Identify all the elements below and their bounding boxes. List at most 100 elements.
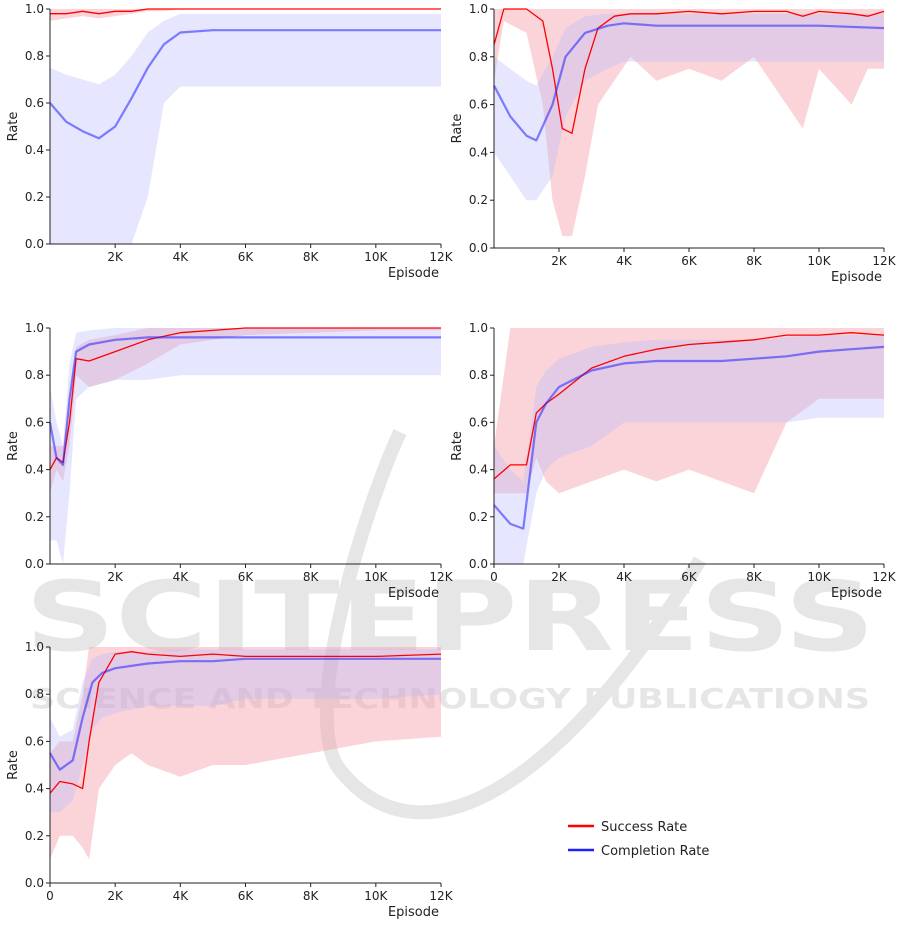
x-tick-label: 10K bbox=[364, 889, 388, 903]
x-tick-label: 10K bbox=[364, 570, 388, 584]
y-axis-label: Rate bbox=[6, 431, 21, 461]
y-tick-label: 0.8 bbox=[25, 368, 44, 382]
x-tick-label: 12K bbox=[429, 250, 453, 264]
y-tick-label: 0.6 bbox=[469, 415, 488, 429]
x-tick-label: 2K bbox=[107, 889, 124, 903]
x-axis-label: Episode bbox=[388, 905, 439, 920]
series-line-success bbox=[49, 651, 442, 794]
y-axis-label: Rate bbox=[6, 750, 21, 780]
y-tick-label: 0.6 bbox=[469, 98, 488, 112]
y-axis-label: Rate bbox=[6, 112, 21, 142]
series-band-success bbox=[494, 328, 884, 494]
series-band-completion bbox=[50, 649, 441, 813]
series-line-completion bbox=[493, 345, 885, 530]
y-tick-label: 0.6 bbox=[25, 96, 44, 110]
x-tick-label: 8K bbox=[746, 254, 763, 268]
watermark: SCITEPRESS SCIENCE AND TECHNOLOGY PUBLIC… bbox=[25, 429, 875, 820]
x-tick-label: 12K bbox=[429, 570, 453, 584]
watermark-swoosh bbox=[319, 429, 706, 820]
y-tick-label: 1.0 bbox=[25, 2, 44, 16]
y-axis-label: Rate bbox=[450, 431, 465, 461]
series-band-success bbox=[50, 9, 441, 21]
series-band-completion bbox=[50, 328, 441, 564]
y-tick-label: 0.6 bbox=[25, 415, 44, 429]
x-tick-label: 4K bbox=[173, 570, 190, 584]
legend: Success Rate Completion Rate bbox=[568, 820, 709, 859]
x-tick-label: 2K bbox=[107, 250, 124, 264]
x-tick-label: 4K bbox=[173, 250, 190, 264]
y-tick-label: 0.4 bbox=[469, 463, 488, 477]
x-tick-label: 12K bbox=[429, 889, 453, 903]
x-tick-label: 10K bbox=[807, 254, 831, 268]
y-tick-label: 0.8 bbox=[25, 687, 44, 701]
x-tick-label: 12K bbox=[872, 254, 896, 268]
x-tick-label: 0 bbox=[490, 570, 498, 584]
x-tick-label: 4K bbox=[616, 254, 633, 268]
y-tick-label: 0.0 bbox=[469, 241, 488, 255]
x-tick-label: 8K bbox=[746, 570, 763, 584]
y-tick-label: 0.8 bbox=[469, 50, 488, 64]
y-tick-label: 0.2 bbox=[25, 829, 44, 843]
chart-panel-3: 0.0 0.2 0.4 0.6 0.8 1.0 2K 4K 6K 8K 10K 12K Episode R… bbox=[6, 321, 454, 601]
x-axis-label: Episode bbox=[388, 266, 439, 281]
series-line-success bbox=[493, 8, 885, 134]
x-tick-label: 6K bbox=[681, 570, 698, 584]
y-tick-label: 0.0 bbox=[25, 237, 44, 251]
series-band-completion bbox=[494, 335, 884, 564]
y-tick-label: 0.0 bbox=[469, 557, 488, 571]
x-tick-label: 8K bbox=[303, 570, 320, 584]
y-tick-label: 0.4 bbox=[469, 145, 488, 159]
y-tick-label: 0.4 bbox=[25, 782, 44, 796]
legend-completion-label: Completion Rate bbox=[601, 844, 709, 859]
watermark-title: SCITEPRESS bbox=[25, 561, 875, 673]
x-axis-label: Episode bbox=[388, 586, 439, 601]
y-tick-label: 0.2 bbox=[25, 510, 44, 524]
x-tick-label: 8K bbox=[303, 250, 320, 264]
y-tick-label: 0.2 bbox=[25, 190, 44, 204]
y-tick-label: 0.4 bbox=[25, 143, 44, 157]
x-tick-label: 2K bbox=[107, 570, 124, 584]
y-axis-label: Rate bbox=[450, 114, 465, 144]
chart-panel-4: 0.0 0.2 0.4 0.6 0.8 1.0 0 2K 4K 6K 8K 10K 12K Episode… bbox=[450, 321, 897, 601]
x-tick-label: 12K bbox=[872, 570, 896, 584]
x-tick-label: 8K bbox=[303, 889, 320, 903]
series-band-success bbox=[494, 9, 884, 237]
x-tick-label: 6K bbox=[681, 254, 698, 268]
x-axis-label: Episode bbox=[831, 270, 882, 285]
series-line-completion bbox=[49, 657, 441, 771]
x-tick-label: 2K bbox=[551, 570, 568, 584]
x-tick-label: 4K bbox=[173, 889, 190, 903]
series-line-completion bbox=[48, 336, 441, 466]
x-axis-label: Episode bbox=[831, 586, 882, 601]
y-tick-label: 0.6 bbox=[25, 734, 44, 748]
y-tick-label: 0.0 bbox=[25, 876, 44, 890]
y-tick-label: 1.0 bbox=[25, 321, 44, 335]
series-line-success bbox=[493, 332, 885, 480]
y-tick-label: 1.0 bbox=[469, 2, 488, 16]
y-tick-label: 0.8 bbox=[25, 49, 44, 63]
x-tick-label: 4K bbox=[616, 570, 633, 584]
y-tick-label: 0.0 bbox=[25, 557, 44, 571]
series-band-completion bbox=[50, 13, 441, 245]
x-tick-label: 0 bbox=[46, 889, 54, 903]
y-tick-label: 0.2 bbox=[469, 193, 488, 207]
chart-panels: 0.0 0.2 0.4 0.6 0.8 1.0 2K 4K 6K 8K 10K 12K Episode R… bbox=[6, 2, 897, 920]
x-tick-label: 6K bbox=[238, 570, 255, 584]
x-tick-label: 2K bbox=[551, 254, 568, 268]
x-tick-label: 6K bbox=[238, 889, 255, 903]
series-line-success bbox=[50, 8, 441, 15]
legend-success-label: Success Rate bbox=[601, 820, 687, 835]
y-tick-label: 0.4 bbox=[25, 463, 44, 477]
chart-panel-2: 0.0 0.2 0.4 0.6 0.8 1.0 2K 4K 6K 8K 10K 12K Episode R… bbox=[450, 2, 897, 285]
x-tick-label: 6K bbox=[238, 250, 255, 264]
y-tick-label: 1.0 bbox=[469, 321, 488, 335]
x-tick-label: 10K bbox=[364, 250, 388, 264]
watermark-subtitle: SCIENCE AND TECHNOLOGY PUBLICATIONS bbox=[30, 682, 870, 715]
chart-panel-1: 0.0 0.2 0.4 0.6 0.8 1.0 2K 4K 6K 8K 10K 12K Episode R… bbox=[6, 2, 454, 281]
series-line-completion bbox=[493, 22, 885, 142]
series-band-completion bbox=[494, 13, 884, 201]
y-tick-label: 0.2 bbox=[469, 510, 488, 524]
x-tick-label: 10K bbox=[807, 570, 831, 584]
y-tick-label: 0.8 bbox=[469, 368, 488, 382]
